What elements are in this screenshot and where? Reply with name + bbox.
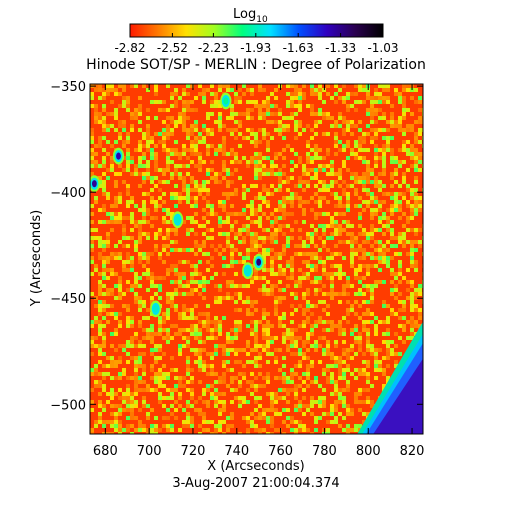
network-patch xyxy=(256,258,262,266)
x-axis-label: X (Arcseconds) xyxy=(207,459,304,474)
x-tick-label: 740 xyxy=(224,444,249,459)
y-axis-label: Y (Arcseconds) xyxy=(29,210,44,307)
x-tick-label: 800 xyxy=(356,444,381,459)
plot-frame xyxy=(89,83,424,435)
network-patch xyxy=(245,267,251,275)
y-tick-label: −400 xyxy=(50,186,86,201)
x-tick-label: 720 xyxy=(181,444,206,459)
colorbar xyxy=(129,23,384,38)
colorbar-tick-label: -1.93 xyxy=(240,41,271,55)
x-tick-label: 680 xyxy=(93,444,118,459)
limb-band xyxy=(373,334,423,434)
colorbar-tick-label: -1.63 xyxy=(283,41,314,55)
y-tick-label: −450 xyxy=(50,292,86,307)
y-tick-label: −350 xyxy=(50,80,86,95)
x-tick-label: 760 xyxy=(268,444,293,459)
network-patch xyxy=(153,305,159,313)
heatmap-cells xyxy=(90,84,423,434)
colorbar-label-sub: 10 xyxy=(256,15,268,25)
x-tick-label: 780 xyxy=(312,444,337,459)
heatmap-features xyxy=(90,92,423,434)
y-tick-label: −500 xyxy=(50,398,86,413)
colorbar-tick-label: -2.52 xyxy=(157,41,188,55)
heatmap-plot-area xyxy=(90,84,423,434)
chart-title: Hinode SOT/SP - MERLIN : Degree of Polar… xyxy=(86,57,426,73)
network-patch xyxy=(223,97,229,105)
colorbar-tick-label: -2.23 xyxy=(198,41,229,55)
colorbar-tick-label: -1.33 xyxy=(325,41,356,55)
colorbar-tick-label: -1.03 xyxy=(367,41,398,55)
network-patch xyxy=(175,216,181,224)
colorbar-tick-label: -2.82 xyxy=(114,41,145,55)
x-tick-label: 820 xyxy=(400,444,425,459)
axes: 680 700 720 740 760 780 800 820 −350 −400 −450 −500 xyxy=(50,80,424,459)
network-patch xyxy=(116,152,121,160)
timestamp: 3-Aug-2007 21:00:04.374 xyxy=(172,476,339,491)
colorbar-ticks: -2.82 -2.52 -2.23 -1.93 -1.63 -1.33 -1.03 xyxy=(114,33,399,55)
network-patch xyxy=(91,180,97,188)
colorbar-label: Log10 xyxy=(233,7,268,25)
x-tick-label: 700 xyxy=(137,444,162,459)
colorbar-label-base: Log xyxy=(233,7,256,22)
